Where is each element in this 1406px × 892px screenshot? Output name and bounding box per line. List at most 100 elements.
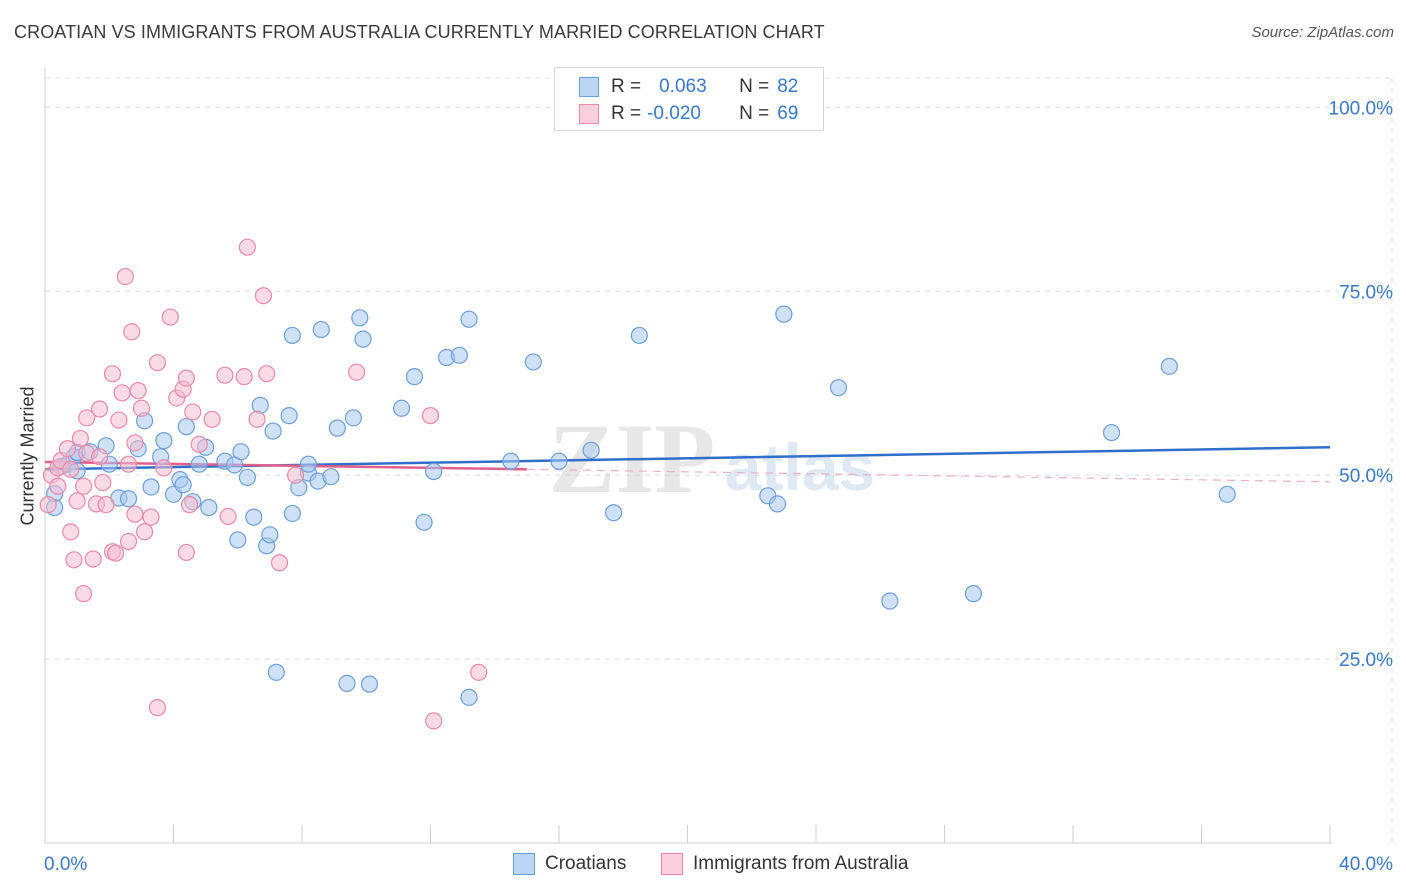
australia-point (97, 496, 115, 514)
croatians-point (264, 422, 282, 440)
y-tick-label: 75.0% (1339, 282, 1393, 303)
australia-point (91, 448, 109, 466)
croatians-point (280, 407, 298, 425)
croatians-point (415, 513, 433, 531)
australia-point (58, 440, 77, 458)
australia-point (103, 365, 122, 383)
croatians-point (502, 452, 520, 470)
australia-point (74, 477, 93, 495)
australia-point (161, 308, 179, 326)
australia-point (119, 455, 138, 473)
croatians-point (238, 468, 256, 487)
australia-point (94, 473, 112, 492)
australia-point (113, 384, 131, 402)
x-tick-label: 0.0% (44, 854, 87, 875)
australia-point (286, 466, 305, 484)
australia-point (129, 382, 147, 400)
australia-point (148, 354, 167, 372)
croatians-point (881, 592, 899, 610)
croatians-point (229, 531, 247, 549)
croatians-point (425, 462, 443, 481)
australia-point (110, 411, 128, 429)
australia-point (74, 585, 93, 603)
croatians-point (177, 418, 195, 436)
australia-point (132, 399, 150, 417)
australia-point (254, 287, 273, 305)
australia-point (65, 551, 83, 569)
croatians-point (405, 368, 424, 386)
croatians-point (360, 675, 379, 693)
croatians-point (190, 455, 208, 473)
australia-point (248, 410, 266, 428)
croatians-point (1218, 485, 1236, 503)
croatians-point (119, 490, 138, 508)
croatians-point (460, 688, 478, 706)
australia-point (238, 238, 256, 256)
australia-point (126, 505, 144, 523)
croatians-point (174, 476, 192, 494)
australia-point (348, 363, 366, 381)
australia-point (123, 323, 141, 341)
bottom-legend-croatians: Croatians (513, 852, 626, 876)
croatians-point (351, 309, 369, 327)
croatians-point (232, 443, 250, 461)
croatians-point (550, 452, 568, 470)
australia-point (62, 523, 80, 541)
watermark-atlas: atlas (725, 430, 875, 504)
croatians-legend-swatch (513, 853, 535, 875)
australia-point (142, 508, 160, 526)
croatians-swatch (579, 77, 599, 97)
australia-point (235, 368, 253, 386)
y-axis-label: Currently Married (17, 386, 38, 526)
australia-legend-label: Immigrants from Australia (693, 853, 909, 874)
australia-swatch (579, 104, 599, 124)
x-tick-label: 40.0% (1339, 854, 1393, 875)
australia-point (91, 400, 109, 418)
n-label: N = (739, 76, 770, 97)
y-tick-label: 25.0% (1339, 650, 1393, 671)
croatians-point (450, 346, 469, 364)
correlation-legend: R = 0.063 N = 82 R = -0.020 N = 69 (554, 67, 824, 131)
bottom-legend-australia: Immigrants from Australia (661, 852, 908, 876)
australia-trendline-extension (526, 468, 1331, 483)
axis-layer (44, 68, 1332, 844)
grid-layer (45, 77, 1393, 843)
australia-point (107, 544, 125, 562)
australia-point (126, 434, 144, 452)
croatians-point (775, 305, 793, 323)
croatians-point (338, 674, 356, 692)
australia-point (119, 532, 138, 551)
y-tick-label: 50.0% (1339, 466, 1393, 487)
croatians-point (267, 663, 285, 681)
australia-point (258, 365, 276, 383)
croatians-r-value: 0.063 (659, 76, 707, 97)
australia-point (78, 409, 96, 427)
australia-point (270, 554, 289, 572)
australia-point (116, 268, 134, 286)
source-label: Source: ZipAtlas.com (1251, 24, 1394, 41)
croatians-point (582, 441, 600, 459)
croatians-point (460, 310, 478, 328)
australia-point (425, 712, 443, 730)
croatians-point (964, 585, 983, 603)
australia-point (39, 496, 57, 514)
croatians-point (392, 399, 411, 417)
croatians-point (829, 379, 848, 397)
points-layer (39, 238, 1236, 730)
australia-point (62, 460, 80, 478)
croatians-point (261, 526, 279, 544)
australia-r-value: -0.020 (647, 103, 701, 124)
australia-point (184, 403, 202, 421)
australia-point (155, 459, 173, 477)
australia-point (84, 550, 102, 568)
croatians-legend-label: Croatians (545, 853, 627, 874)
australia-point (219, 507, 237, 526)
croatians-point (344, 409, 362, 427)
tick-labels: 25.0% 50.0% 75.0% 100.0% 0.0% 40.0% (44, 98, 1393, 875)
croatians-point (251, 396, 269, 414)
australia-point (190, 435, 208, 453)
croatians-point (299, 455, 318, 473)
croatians-point (142, 478, 160, 496)
australia-legend-swatch (661, 853, 683, 875)
